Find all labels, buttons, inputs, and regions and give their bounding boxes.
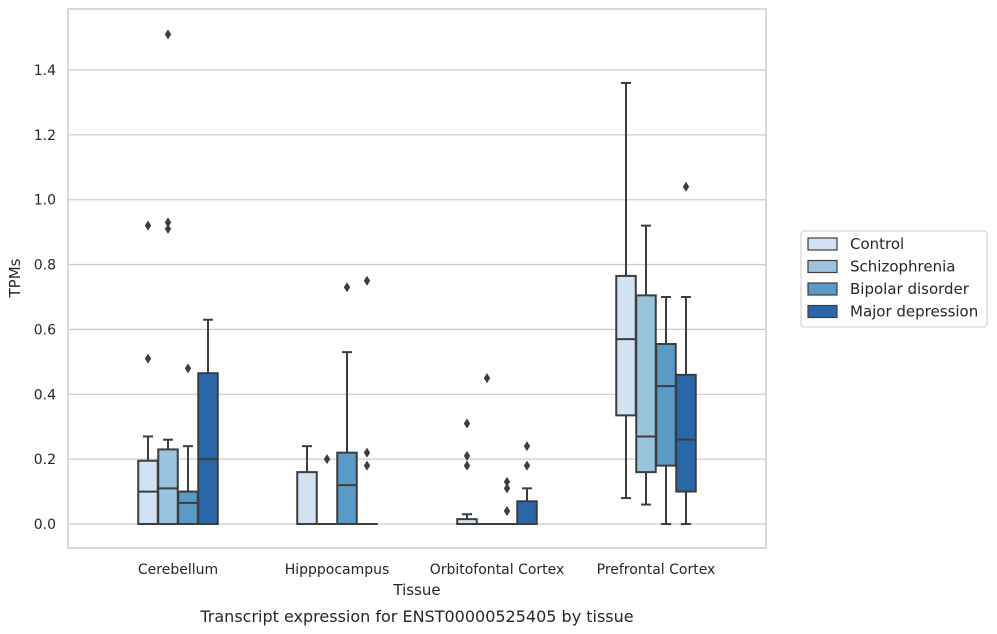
y-axis-label: TPMs <box>6 258 24 298</box>
box-schizophrenia <box>476 373 498 526</box>
outlier-point <box>523 460 531 471</box>
y-tick-label: 0.2 <box>34 452 56 468</box>
box-major-depression <box>356 275 378 526</box>
outlier-point <box>144 220 152 231</box>
box-iqr <box>336 451 358 525</box>
box-iqr <box>675 373 697 493</box>
box-iqr <box>177 490 199 526</box>
y-tick-label: 0.6 <box>34 322 56 338</box>
outlier-point <box>144 353 152 364</box>
outlier-point <box>463 418 471 429</box>
x-tick-labels: Cerebellum Hipppocampus Orbitofontal Corte… <box>138 562 715 578</box>
outlier-point <box>483 373 491 384</box>
y-tick-label: 0.0 <box>34 517 56 533</box>
box-schizophrenia <box>316 454 338 526</box>
legend-swatch <box>807 282 838 296</box>
box-major-depression <box>675 181 697 525</box>
box-bipolar-disorder <box>655 296 677 525</box>
outlier-point <box>164 217 172 228</box>
x-tick-label: Hipppocampus <box>285 562 390 578</box>
y-tick-label: 1.0 <box>34 193 56 209</box>
box-bipolar-disorder <box>177 363 199 526</box>
x-tick-label: Orbitofontal Cortex <box>430 562 565 578</box>
outlier-point <box>184 363 192 374</box>
legend-swatch <box>807 304 838 319</box>
x-axis-label: Tissue <box>392 581 440 599</box>
outlier-point <box>323 454 331 465</box>
legend-swatch <box>807 259 838 274</box>
legend-label: Schizophrenia <box>850 258 955 276</box>
y-tick-label: 0.4 <box>34 387 56 403</box>
box-iqr <box>635 294 657 474</box>
outlier-point <box>363 447 371 458</box>
outlier-point <box>343 282 351 293</box>
y-tick-label: 0.8 <box>34 258 56 274</box>
box-iqr <box>157 448 179 525</box>
box-control <box>615 81 637 500</box>
x-tick-label: Prefrontal Cortex <box>597 562 716 578</box>
x-tick-label: Cerebellum <box>138 562 218 578</box>
outlier-point <box>463 450 471 461</box>
box-major-depression <box>516 441 538 525</box>
box-control <box>137 220 159 525</box>
outlier-point <box>463 460 471 471</box>
legend-label: Major depression <box>850 303 978 321</box>
outlier-point <box>503 506 511 517</box>
grid-lines <box>68 69 766 525</box>
box-bipolar-disorder <box>496 476 518 526</box>
outlier-point <box>363 275 371 286</box>
box-iqr <box>615 274 637 417</box>
outlier-point <box>164 29 172 40</box>
outlier-point <box>363 460 371 471</box>
outlier-point <box>503 476 511 487</box>
box-iqr <box>516 500 538 525</box>
y-tick-label: 1.2 <box>34 128 56 144</box>
legend-label: Bipolar disorder <box>850 280 970 298</box>
y-tick-labels: 0.0 0.2 0.4 0.6 0.8 1.0 1.2 1.4 <box>34 63 56 533</box>
legend-swatch <box>807 237 838 251</box>
legend-label: Control <box>850 235 904 253</box>
box-major-depression <box>197 318 219 526</box>
box-control <box>296 445 318 526</box>
outlier-point <box>523 441 531 452</box>
legend-frame <box>800 230 988 328</box>
outlier-point <box>503 483 511 494</box>
box-iqr <box>655 343 677 467</box>
legend: Control Schizophrenia Bipolar disorder Majo… <box>800 230 988 328</box>
box-iqr <box>197 372 219 526</box>
outlier-point <box>164 223 172 234</box>
y-tick-label: 1.4 <box>34 63 56 79</box>
outlier-point <box>682 181 690 192</box>
box-schizophrenia <box>157 29 179 525</box>
box-control <box>456 418 478 526</box>
plot-area-frame <box>67 8 767 549</box>
boxplot-series <box>137 29 697 526</box>
box-schizophrenia <box>635 224 657 506</box>
box-iqr <box>296 471 318 526</box>
chart-caption: Transcript expression for ENST0000052540… <box>199 607 633 626</box>
box-bipolar-disorder <box>336 282 358 525</box>
